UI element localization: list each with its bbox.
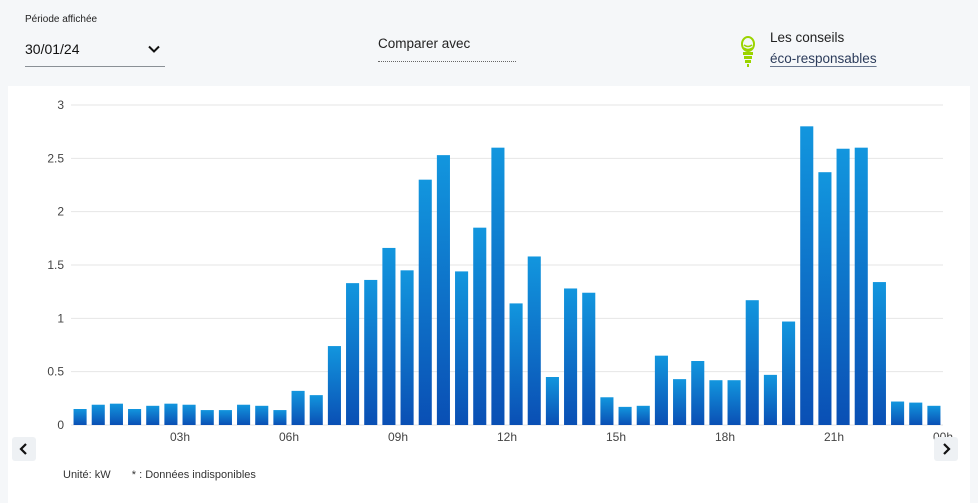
chevron-down-icon <box>148 45 160 53</box>
bar-23[interactable] <box>491 147 505 426</box>
light-bulb-icon <box>741 36 755 67</box>
bar-39[interactable] <box>782 321 796 425</box>
bar-46[interactable] <box>909 402 923 425</box>
top-bar: Période affichée 30/01/24 Comparer avec … <box>0 0 978 86</box>
bar-35[interactable] <box>709 380 723 425</box>
bar-43[interactable] <box>854 147 868 426</box>
bar-18[interactable] <box>400 270 414 425</box>
chevron-right-icon <box>943 443 951 455</box>
x-tick-label: 09h <box>388 430 408 444</box>
bar-9[interactable] <box>237 404 251 425</box>
bar-41[interactable] <box>818 172 832 425</box>
bar-36[interactable] <box>727 380 741 425</box>
bar-21[interactable] <box>455 271 469 425</box>
bar-2[interactable] <box>109 403 123 425</box>
previous-day-button[interactable] <box>12 437 36 461</box>
y-tick-label: 0.5 <box>47 365 64 379</box>
tips-text: Les conseils <box>770 30 845 45</box>
bar-24[interactable] <box>509 303 523 425</box>
x-tick-label: 06h <box>279 430 299 444</box>
bar-45[interactable] <box>891 401 905 425</box>
bar-17[interactable] <box>382 247 396 425</box>
bar-15[interactable] <box>346 283 360 425</box>
bar-19[interactable] <box>418 179 432 425</box>
bar-16[interactable] <box>364 279 378 425</box>
bar-44[interactable] <box>872 282 886 425</box>
bar-11[interactable] <box>273 410 287 425</box>
unit-label: Unité: kW <box>63 469 111 481</box>
bar-28[interactable] <box>582 292 596 425</box>
eco-tips-link[interactable]: éco-responsables <box>770 51 877 66</box>
bar-37[interactable] <box>745 300 759 425</box>
y-tick-label: 1 <box>57 311 64 325</box>
bar-8[interactable] <box>218 410 232 425</box>
bar-12[interactable] <box>291 390 305 425</box>
compare-underline <box>378 61 516 62</box>
bar-1[interactable] <box>91 404 105 425</box>
bar-40[interactable] <box>800 126 814 425</box>
bar-22[interactable] <box>473 227 487 425</box>
y-tick-label: 2.5 <box>47 151 64 165</box>
bar-5[interactable] <box>164 403 178 425</box>
y-tick-label: 0 <box>57 418 64 432</box>
bar-33[interactable] <box>673 379 687 425</box>
x-tick-label: 03h <box>170 430 190 444</box>
bar-34[interactable] <box>691 361 705 425</box>
bar-38[interactable] <box>763 374 777 425</box>
bar-27[interactable] <box>564 288 578 425</box>
bar-14[interactable] <box>327 346 341 425</box>
y-tick-label: 3 <box>57 98 64 112</box>
bar-7[interactable] <box>200 410 214 425</box>
bar-32[interactable] <box>654 355 668 425</box>
bar-25[interactable] <box>527 256 541 425</box>
x-tick-label: 15h <box>606 430 626 444</box>
period-value: 30/01/24 <box>25 41 80 57</box>
bar-29[interactable] <box>600 397 614 425</box>
x-tick-label: 21h <box>824 430 844 444</box>
period-selector: Période affichée 30/01/24 <box>25 14 165 67</box>
period-label: Période affichée <box>25 14 98 25</box>
bar-30[interactable] <box>618 406 632 425</box>
compare-selector[interactable]: Comparer avec <box>378 36 516 62</box>
bar-4[interactable] <box>146 405 160 425</box>
y-tick-label: 1.5 <box>47 258 64 272</box>
bar-20[interactable] <box>436 155 450 425</box>
compare-label: Comparer avec <box>378 36 471 51</box>
bar-10[interactable] <box>255 405 269 425</box>
chart-footer: Unité: kW * : Données indisponibles <box>63 469 274 481</box>
bar-0[interactable] <box>73 409 87 425</box>
missing-data-note: * : Données indisponibles <box>131 469 256 481</box>
y-tick-label: 2 <box>57 205 64 219</box>
bar-26[interactable] <box>545 377 559 425</box>
bar-42[interactable] <box>836 148 850 426</box>
x-tick-label: 18h <box>715 430 735 444</box>
period-dropdown[interactable]: 30/01/24 <box>25 34 165 67</box>
bar-6[interactable] <box>182 404 196 425</box>
bar-47[interactable] <box>927 405 941 425</box>
bar-3[interactable] <box>128 409 142 425</box>
x-tick-label: 12h <box>497 430 517 444</box>
chevron-left-icon <box>19 443 27 455</box>
bar-13[interactable] <box>309 395 323 425</box>
next-day-button[interactable] <box>934 437 958 461</box>
bar-31[interactable] <box>636 405 650 425</box>
